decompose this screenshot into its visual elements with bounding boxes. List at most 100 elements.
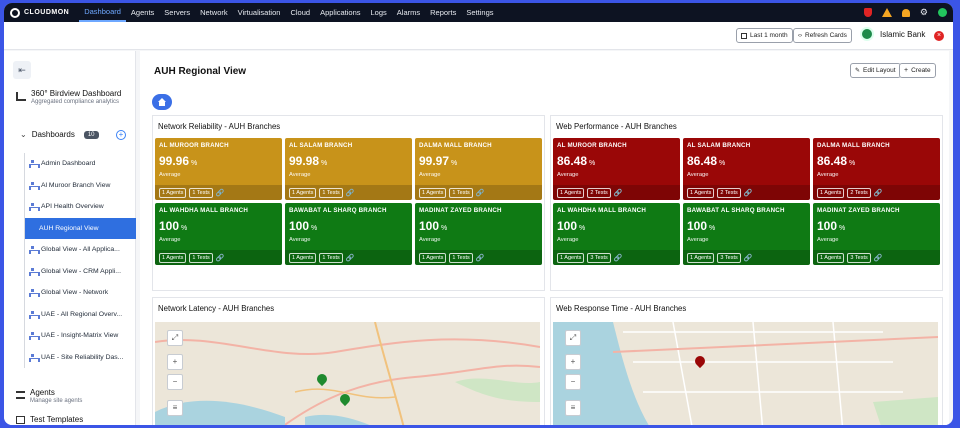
sidebar-item[interactable]: Global View - CRM Appli... [25,261,136,283]
tests-chip[interactable]: 3 Tests [847,252,871,263]
tests-chip[interactable]: 1 Tests [319,187,343,198]
organization-selector[interactable]: Islamic Bank [860,27,925,41]
sidebar-item[interactable]: Global View - Network [25,282,136,304]
sidebar-item[interactable]: Admin Dashboard [25,153,136,175]
web-response-time-map[interactable]: ⤢ + − ≡ [553,322,938,425]
branch-name: AL WAHDHA MALL BRANCH [159,207,248,214]
agents-chip[interactable]: 1 Agents [289,252,317,263]
branch-card[interactable]: AL WAHDHA MALL BRANCH 100% Average 1 Agents… [155,203,282,265]
nav-reports[interactable]: Reports [430,8,457,17]
branch-card[interactable]: AL MUROOR BRANCH 86.48% Average 1 Agents 2 T… [553,138,680,200]
nav-agents[interactable]: Agents [130,8,155,17]
sidebar-item[interactable]: Al Muroor Branch View [25,175,136,197]
link-icon[interactable]: 🔗 [215,189,225,197]
refresh-cards-button[interactable]: ‹› Refresh Cards [793,28,852,43]
link-icon[interactable]: 🔗 [613,189,623,197]
card-footer: 1 Agents 3 Tests 🔗 [683,250,810,265]
sidebar-item[interactable]: AUH Regional View [25,217,136,239]
agents-chip[interactable]: 1 Agents [817,187,845,198]
nav-virtualisation[interactable]: Virtualisation [237,8,281,17]
add-dashboard-icon[interactable]: + [116,130,126,140]
agents-chip[interactable]: 1 Agents [687,252,715,263]
link-icon[interactable]: 🔗 [475,189,485,197]
link-icon[interactable]: 🔗 [345,189,355,197]
shield-alert-icon[interactable] [863,8,872,17]
branch-card[interactable]: AL SALAM BRANCH 99.98% Average 1 Agents 1 Te… [285,138,412,200]
period-button[interactable]: Last 1 month [736,28,793,43]
agents-chip[interactable]: 1 Agents [419,252,447,263]
sidebar-item[interactable]: Global View - All Applica... [25,239,136,261]
agents-link[interactable]: Agents Manage site agents [16,388,82,404]
link-icon[interactable]: 🔗 [743,189,753,197]
nav-cloud[interactable]: Cloud [290,8,311,17]
tests-chip[interactable]: 1 Tests [189,252,213,263]
dashboards-toggle[interactable]: ⌄ Dashboards 10 [20,130,99,139]
agents-chip[interactable]: 1 Agents [687,187,715,198]
status-dot-icon[interactable] [938,8,947,17]
agents-chip[interactable]: 1 Agents [557,187,585,198]
birdview-dashboard-link[interactable]: 360° Birdview Dashboard Aggregated compl… [16,89,121,105]
tests-chip[interactable]: 2 Tests [847,187,871,198]
settings-gear-icon[interactable]: ⚙ [919,7,928,17]
branch-card[interactable]: BAWABAT AL SHARQ BRANCH 100% Average 1 Agen… [285,203,412,265]
tests-chip[interactable]: 1 Tests [449,252,473,263]
test-templates-link[interactable]: Test Templates [16,415,83,424]
edit-layout-button[interactable]: ✎ Edit Layout [850,63,901,78]
tests-chip[interactable]: 1 Tests [189,187,213,198]
fullscreen-icon[interactable]: ⤢ [565,330,581,346]
tests-chip[interactable]: 2 Tests [717,187,741,198]
menu-icon[interactable]: ≡ [565,400,581,416]
link-icon[interactable]: 🔗 [345,254,355,262]
sidebar-item[interactable]: API Health Overview [25,196,136,218]
branch-card[interactable]: MADINAT ZAYED BRANCH 100% Average 1 Agents 3… [813,203,940,265]
link-icon[interactable]: 🔗 [475,254,485,262]
tests-chip[interactable]: 2 Tests [587,187,611,198]
zoom-in-icon[interactable]: + [167,354,183,370]
branch-card[interactable]: AL WAHDHA MALL BRANCH 100% Average 1 Agents… [553,203,680,265]
sidebar-item[interactable]: UAE - Site Reliability Das... [25,347,136,369]
agents-chip[interactable]: 1 Agents [159,252,187,263]
tests-chip[interactable]: 3 Tests [717,252,741,263]
tests-chip[interactable]: 1 Tests [319,252,343,263]
create-button[interactable]: + Create [899,63,936,78]
link-icon[interactable]: 🔗 [613,254,623,262]
branch-card[interactable]: BAWABAT AL SHARQ BRANCH 100% Average 1 Agen… [683,203,810,265]
nav-servers[interactable]: Servers [164,8,191,17]
branch-card[interactable]: DALMA MALL BRANCH 99.97% Average 1 Agents 1 … [415,138,542,200]
link-icon[interactable]: 🔗 [873,189,883,197]
bell-icon[interactable] [901,8,910,17]
network-latency-map[interactable]: ⤢ + − ≡ [155,322,540,425]
agents-chip[interactable]: 1 Agents [159,187,187,198]
link-icon[interactable]: 🔗 [873,254,883,262]
nav-dashboard[interactable]: Dashboard [79,3,126,22]
warning-icon[interactable] [881,8,892,17]
link-icon[interactable]: 🔗 [215,254,225,262]
nav-network[interactable]: Network [200,8,228,17]
zoom-in-icon[interactable]: + [565,354,581,370]
home-icon[interactable] [152,94,172,110]
menu-icon[interactable]: ≡ [167,400,183,416]
sidebar-item[interactable]: UAE - All Regional Overv... [25,304,136,326]
zoom-out-icon[interactable]: − [565,374,581,390]
fullscreen-icon[interactable]: ⤢ [167,330,183,346]
branch-card[interactable]: AL MUROOR BRANCH 99.96% Average 1 Agents 1 T… [155,138,282,200]
agents-chip[interactable]: 1 Agents [557,252,585,263]
zoom-out-icon[interactable]: − [167,374,183,390]
collapse-sidebar-button[interactable]: ⇤ [13,61,31,79]
close-icon[interactable]: × [934,31,944,41]
agents-chip[interactable]: 1 Agents [289,187,317,198]
nav-alarms[interactable]: Alarms [396,8,421,17]
tests-chip[interactable]: 3 Tests [587,252,611,263]
link-icon[interactable]: 🔗 [743,254,753,262]
brand-logo[interactable]: CLOUDMON [10,7,69,18]
nav-applications[interactable]: Applications [320,8,361,17]
sidebar-item[interactable]: UAE - Insight-Matrix View [25,325,136,347]
branch-card[interactable]: DALMA MALL BRANCH 86.48% Average 1 Agents 2 … [813,138,940,200]
tests-chip[interactable]: 1 Tests [449,187,473,198]
nav-logs[interactable]: Logs [370,8,387,17]
agents-chip[interactable]: 1 Agents [817,252,845,263]
nav-settings[interactable]: Settings [466,8,494,17]
branch-card[interactable]: MADINAT ZAYED BRANCH 100% Average 1 Agents 1… [415,203,542,265]
branch-card[interactable]: AL SALAM BRANCH 86.48% Average 1 Agents 2 Te… [683,138,810,200]
agents-chip[interactable]: 1 Agents [419,187,447,198]
